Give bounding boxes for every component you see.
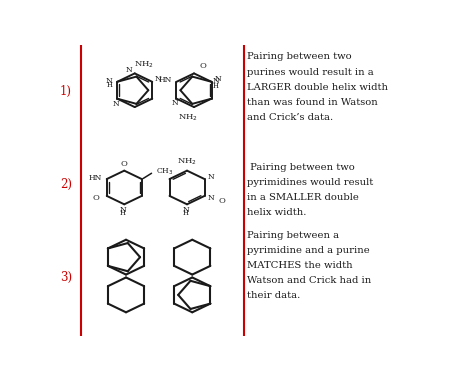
Text: MATCHES the width: MATCHES the width <box>248 261 353 270</box>
Text: 1): 1) <box>60 85 72 98</box>
Text: H: H <box>213 82 219 90</box>
Text: HN: HN <box>88 174 102 182</box>
Text: O: O <box>93 194 100 202</box>
Text: H: H <box>183 209 189 217</box>
Text: N: N <box>207 194 214 202</box>
Text: N: N <box>112 100 119 108</box>
Text: Pairing between two: Pairing between two <box>248 163 355 172</box>
Text: H: H <box>120 209 126 217</box>
Text: NH$_2$: NH$_2$ <box>134 59 153 70</box>
Text: N: N <box>125 66 132 75</box>
Text: pyrimidines would result: pyrimidines would result <box>248 178 374 187</box>
Text: Pairing between a: Pairing between a <box>248 231 339 240</box>
Text: N: N <box>214 75 221 83</box>
Text: N: N <box>182 205 189 213</box>
Text: Watson and Crick had in: Watson and Crick had in <box>248 276 372 285</box>
Text: than was found in Watson: than was found in Watson <box>248 98 378 107</box>
Text: N: N <box>155 75 162 83</box>
Text: N: N <box>207 173 214 181</box>
Text: N: N <box>106 77 112 85</box>
Text: N: N <box>213 77 220 85</box>
Text: pyrimidine and a purine: pyrimidine and a purine <box>248 246 370 255</box>
Text: HN: HN <box>159 76 172 84</box>
Text: LARGER double helix width: LARGER double helix width <box>248 83 388 92</box>
Text: O: O <box>199 62 206 70</box>
Text: purines would result in a: purines would result in a <box>248 67 374 77</box>
Text: their data.: their data. <box>248 291 301 300</box>
Text: in a SMALLER double: in a SMALLER double <box>248 193 359 202</box>
Text: N: N <box>120 205 126 213</box>
Text: NH$_2$: NH$_2$ <box>177 157 197 167</box>
Text: and Crick’s data.: and Crick’s data. <box>248 113 333 122</box>
Text: 2): 2) <box>60 178 72 191</box>
Text: O: O <box>121 160 128 168</box>
Text: N: N <box>172 99 179 107</box>
Text: Pairing between two: Pairing between two <box>248 52 352 61</box>
Text: H: H <box>106 81 112 89</box>
Text: 3): 3) <box>60 271 72 284</box>
Text: NH$_2$: NH$_2$ <box>178 113 198 123</box>
Text: O: O <box>219 197 225 205</box>
Text: helix width.: helix width. <box>248 208 307 217</box>
Text: CH$_3$: CH$_3$ <box>156 167 173 177</box>
